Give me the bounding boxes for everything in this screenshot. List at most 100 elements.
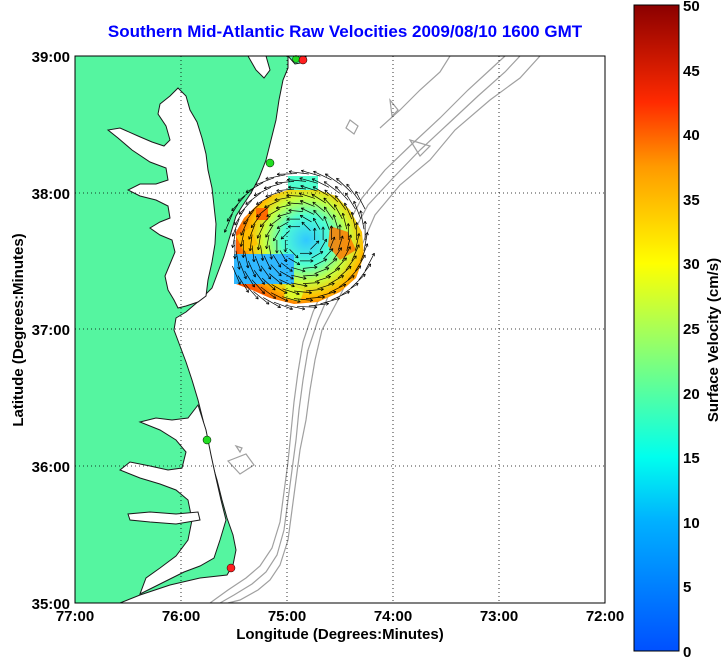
velocity-arrow-head (300, 184, 304, 187)
velocity-vectors (223, 169, 375, 311)
velocity-arrow-head (359, 210, 361, 214)
velocity-arrow (251, 279, 265, 294)
velocity-arrow (282, 296, 301, 303)
velocity-arrow (308, 303, 329, 307)
velocity-arrow-head (348, 234, 352, 238)
velocity-arrow-head (276, 225, 279, 229)
velocity-field (234, 176, 364, 304)
velocity-arrow-head (347, 223, 351, 227)
velocity-arrow-head (252, 274, 256, 278)
velocity-arrow-head (314, 227, 317, 231)
velocity-arrow-head (303, 276, 307, 279)
velocity-arrow-head (364, 274, 366, 278)
colorbar-tick-label: 15 (683, 450, 700, 467)
velocity-arrow-head (243, 276, 247, 280)
velocity-arrow-head (285, 298, 289, 302)
velocity-arrow (270, 264, 282, 277)
velocity-arrow-head (355, 191, 359, 194)
station-marker-green[interactable] (292, 55, 300, 63)
velocity-arrow-head (320, 288, 324, 292)
velocity-arrow-head (342, 235, 344, 239)
velocity-arrow-head (264, 204, 267, 208)
velocity-arrow-head (245, 201, 248, 205)
velocity-arrow-head (271, 256, 273, 260)
x-tick-label: 77:00 (56, 608, 94, 625)
colorbar-tick-label: 10 (683, 515, 700, 532)
velocity-arrow-head (346, 183, 350, 186)
x-ticks: 77:00 76:00 75:00 74:00 73:00 72:00 (56, 608, 624, 625)
velocity-arrow-head (280, 236, 283, 240)
velocity-arrow-head (276, 174, 280, 177)
velocity-arrow (240, 218, 249, 236)
velocity-arrow-head (240, 233, 244, 236)
velocity-arrow-head (241, 254, 244, 258)
velocity-arrow-head (263, 290, 265, 294)
velocity-arrow-head (356, 283, 359, 287)
velocity-arrow (260, 215, 272, 227)
velocity-arrow (288, 171, 309, 175)
velocity-arrow-head (314, 305, 318, 308)
velocity-arrow-head (348, 265, 352, 268)
velocity-arrow-head (324, 173, 327, 177)
velocity-arrow-head (304, 283, 308, 287)
velocity-arrow (302, 266, 318, 269)
velocity-arrow-head (367, 232, 369, 236)
velocity-arrow-head (265, 194, 268, 197)
velocity-arrow (276, 221, 289, 229)
x-tick-label: 75:00 (268, 608, 306, 625)
velocity-arrow-head (315, 240, 319, 243)
river-inlet (127, 511, 201, 525)
velocity-arrow-head (297, 299, 301, 303)
velocity-arrow-head (331, 282, 335, 284)
velocity-arrow (323, 197, 336, 211)
velocity-arrow (289, 249, 299, 259)
velocity-arrow (301, 221, 311, 231)
y-tick-label: 38:00 (32, 186, 70, 203)
velocity-arrow (288, 186, 306, 190)
velocity-arrow-head (239, 243, 242, 247)
velocity-arrow-head (266, 246, 269, 250)
velocity-arrow-head (287, 179, 290, 182)
velocity-arrow-head (288, 208, 292, 211)
velocity-arrow-head (290, 268, 293, 272)
velocity-arrow (268, 245, 273, 260)
velocity-arrow (355, 191, 366, 210)
velocity-arrow (323, 206, 334, 220)
velocity-arrow (337, 235, 344, 251)
velocity-arrow (254, 255, 262, 272)
station-marker-red[interactable] (298, 55, 308, 65)
station-marker-red[interactable] (226, 563, 236, 573)
velocity-arrow-head (360, 210, 363, 214)
velocity-arrow-head (265, 196, 269, 198)
velocity-arrow-head (290, 306, 293, 310)
velocity-arrow (253, 186, 272, 196)
map-title: Southern Mid-Atlantic Raw Velocities 200… (107, 22, 583, 41)
velocity-arrow (313, 217, 321, 230)
velocity-arrow-head (256, 246, 259, 250)
velocity-arrow (272, 254, 282, 268)
velocity-arrow-head (356, 233, 360, 236)
velocity-arrow-head (268, 267, 271, 270)
velocity-arrow-head (288, 170, 292, 172)
velocity-arrow-head (257, 296, 259, 300)
velocity-arrow (260, 265, 271, 280)
velocity-arrow (305, 296, 325, 299)
velocity-arrow-head (248, 248, 251, 252)
velocity-arrow (247, 260, 256, 278)
velocity-arrow (312, 201, 326, 213)
velocity-arrow-head (362, 254, 366, 257)
station-marker-green[interactable] (202, 435, 212, 445)
velocity-arrow (342, 246, 351, 262)
velocity-arrow-head (237, 282, 241, 285)
velocity-arrow (261, 277, 276, 291)
velocity-arrow (263, 183, 283, 189)
velocity-arrow-head (267, 301, 270, 305)
velocity-arrow (297, 306, 318, 308)
x-tick-label: 74:00 (374, 608, 412, 625)
station-marker-green[interactable] (265, 158, 275, 168)
velocity-arrow-head (269, 222, 272, 227)
velocity-arrow-head (232, 234, 236, 237)
delaware-bay (247, 56, 271, 79)
velocity-arrow-head (303, 278, 307, 280)
velocity-arrow-head (233, 256, 236, 260)
